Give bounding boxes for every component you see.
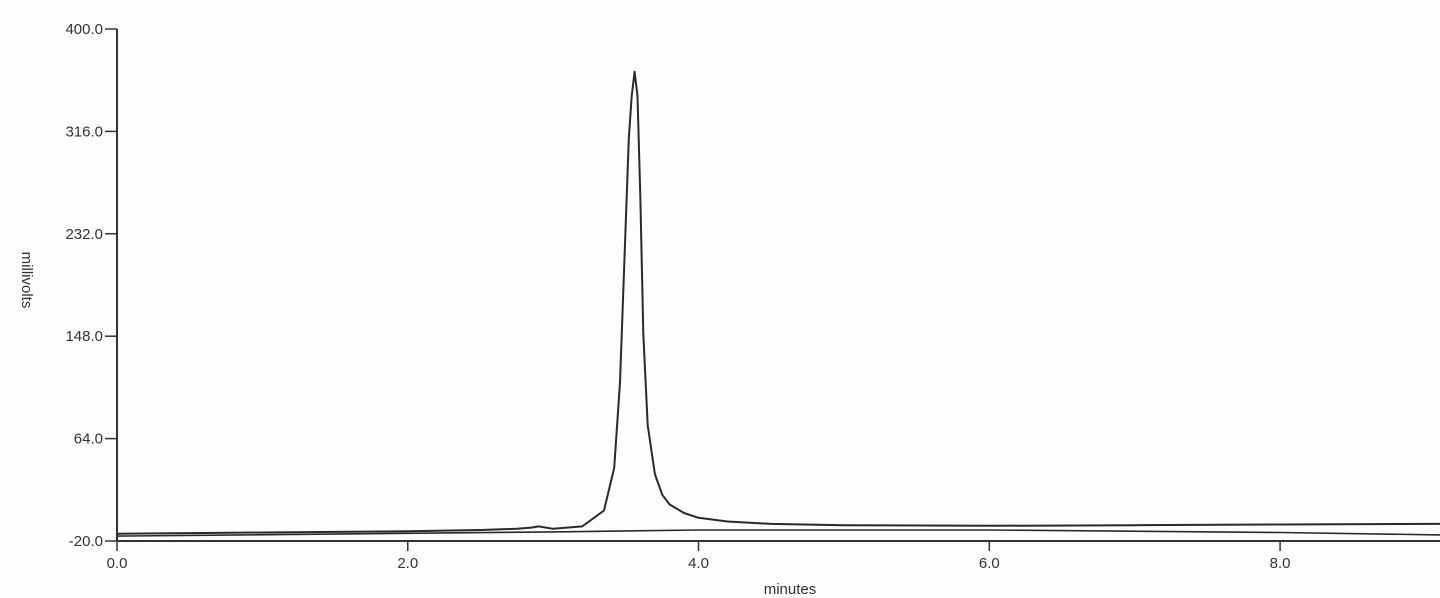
x-tick-label: 6.0 [979, 555, 1000, 572]
y-axis-title: millivolts [18, 252, 35, 309]
x-tick-label: 2.0 [397, 555, 418, 572]
y-tick-label: 316.0 [65, 123, 103, 140]
y-tick-label: 232.0 [65, 226, 103, 243]
y-tick-label: 400.0 [65, 21, 103, 38]
x-axis-title: minutes [764, 581, 817, 598]
x-tick-label: 0.0 [107, 555, 128, 572]
y-tick-label: -20.0 [69, 533, 103, 550]
series-layer [116, 70, 1440, 537]
y-tick-label: 64.0 [74, 431, 103, 448]
baseline-trace [116, 529, 1440, 537]
x-tick-label: 8.0 [1270, 555, 1291, 572]
y-tick-label: 148.0 [65, 328, 103, 345]
x-tick-label: 4.0 [688, 555, 709, 572]
axes: 400.0 316.0 232.0 148.0 64.0 -20.00.0 2.0 4.0 6.… [65, 21, 1440, 572]
chromatogram-trace [116, 70, 1440, 535]
